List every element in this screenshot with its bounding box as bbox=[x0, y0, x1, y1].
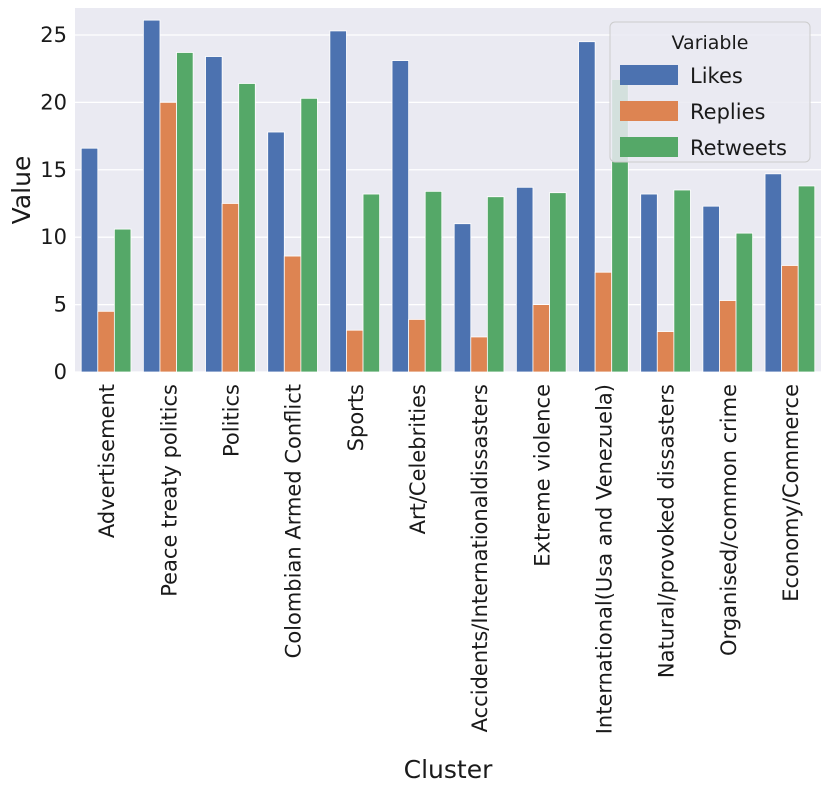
legend-swatch-replies bbox=[620, 101, 678, 121]
bar-likes bbox=[205, 56, 223, 373]
y-tick-label: 5 bbox=[54, 293, 67, 317]
bar-replies bbox=[781, 265, 799, 373]
bar-likes bbox=[267, 131, 285, 373]
x-tick-label: Advertisement bbox=[95, 384, 119, 538]
y-axis-label: Value bbox=[7, 156, 36, 225]
bar-likes bbox=[578, 41, 596, 373]
bar-retweets bbox=[549, 192, 567, 373]
x-tick-label: Economy/Commerce bbox=[779, 384, 803, 602]
bar-replies bbox=[532, 304, 550, 373]
x-tick-label: Organised/common crime bbox=[717, 384, 741, 656]
legend-label-replies: Replies bbox=[690, 100, 765, 124]
bar-replies bbox=[719, 300, 737, 373]
legend-box bbox=[609, 21, 811, 163]
bar-replies bbox=[656, 331, 675, 373]
bar-likes bbox=[515, 186, 534, 373]
bar-retweets bbox=[362, 193, 381, 373]
y-axis-ticks: 0 5 10 15 20 25 bbox=[40, 23, 67, 384]
x-tick-label: Politics bbox=[219, 384, 243, 457]
y-tick-label: 20 bbox=[40, 90, 67, 114]
bar-retweets bbox=[424, 190, 443, 373]
legend-title: Variable bbox=[672, 32, 749, 54]
x-tick-label: Extreme violence bbox=[530, 384, 554, 567]
x-axis-label: Cluster bbox=[404, 755, 493, 784]
bar-likes bbox=[640, 193, 658, 373]
bar-replies bbox=[408, 319, 426, 373]
bar-retweets bbox=[797, 185, 816, 373]
y-tick-label: 25 bbox=[40, 23, 67, 47]
bar-retweets bbox=[735, 232, 754, 373]
x-tick-label: Sports bbox=[344, 384, 368, 451]
bar-retweets bbox=[176, 52, 194, 373]
bar-likes bbox=[142, 19, 161, 373]
bar-replies bbox=[221, 203, 240, 373]
legend: Variable Likes Replies Retweets bbox=[609, 21, 811, 163]
x-tick-label: Art/Celebrities bbox=[406, 384, 430, 534]
bar-retweets bbox=[486, 196, 505, 373]
y-tick-label: 15 bbox=[40, 158, 67, 182]
x-tick-label: Colombian Armed Conflict bbox=[282, 384, 306, 658]
bar-replies bbox=[97, 310, 115, 373]
bar-likes bbox=[453, 223, 472, 373]
bar-replies bbox=[470, 336, 488, 373]
bar-replies bbox=[283, 255, 302, 373]
bar-retweets bbox=[113, 228, 132, 373]
y-tick-label: 0 bbox=[54, 360, 67, 384]
bar-replies bbox=[159, 101, 177, 373]
bar-retweets bbox=[673, 189, 691, 373]
x-axis-ticks: Advertisement Peace treaty politics Politi… bbox=[95, 384, 803, 734]
bar-replies bbox=[594, 271, 613, 373]
bar-likes bbox=[764, 173, 783, 373]
bar-replies bbox=[346, 329, 364, 373]
bar-likes bbox=[329, 30, 347, 373]
legend-label-likes: Likes bbox=[690, 64, 743, 88]
legend-label-retweets: Retweets bbox=[690, 136, 787, 160]
bar-retweets bbox=[300, 97, 318, 373]
x-tick-label: International(Usa and Venezuela) bbox=[592, 384, 616, 734]
legend-swatch-retweets bbox=[620, 137, 678, 157]
bar-likes bbox=[80, 147, 99, 373]
bar-likes bbox=[391, 60, 410, 373]
x-tick-label: Natural/provoked dissasters bbox=[655, 384, 679, 678]
x-tick-label: Peace treaty politics bbox=[157, 384, 181, 597]
legend-swatch-likes bbox=[620, 65, 678, 85]
x-tick-label: Accidents/Internationaldissasters bbox=[468, 384, 492, 732]
y-tick-label: 10 bbox=[40, 225, 67, 249]
bar-retweets bbox=[238, 83, 256, 373]
bar-likes bbox=[702, 205, 720, 373]
